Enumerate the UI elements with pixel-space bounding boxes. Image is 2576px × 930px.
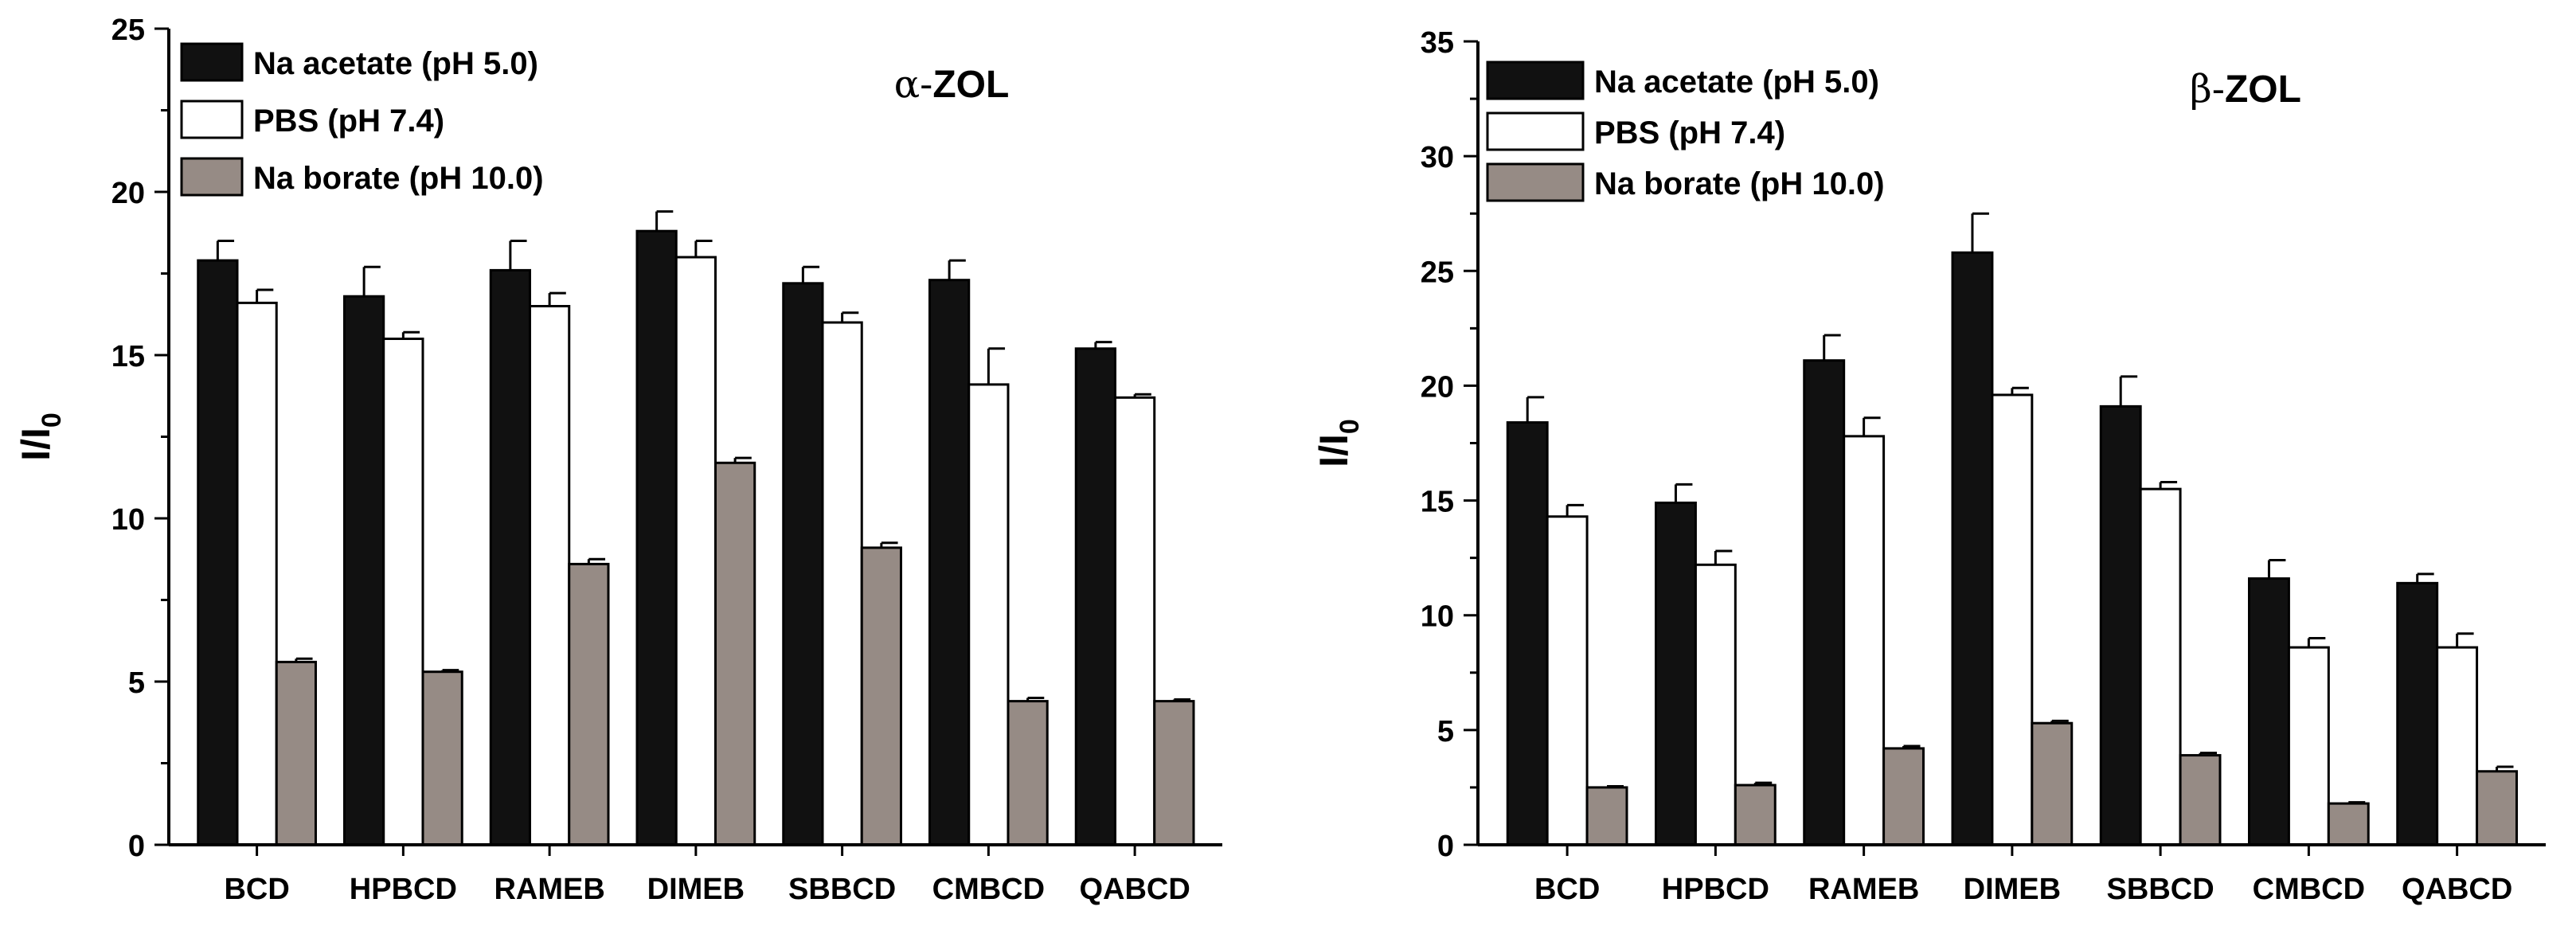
bar-dimeb-series-2 [1991,393,2034,846]
chart-title-main: ZOL [932,64,1009,106]
bar-bcd-series-2 [236,301,278,846]
bar-cmbcd-series-2 [967,383,1010,846]
bar-rameb-series-3 [1882,747,1925,846]
bar-sbbcd-series-2 [2139,487,2182,846]
bar-sbbcd-series-3 [860,546,902,846]
bar-qabcd-series-1 [1074,347,1116,846]
chart-1: BCD HPBCD RAMEB DIMEB SBBCD CMBCD QABCD 0 5 10 15 2… [14,14,1222,906]
y-tick-label-20: 20 [1421,370,1454,404]
bar-dimeb-series-1 [635,229,678,846]
bar-bcd-series-1 [1506,421,1549,846]
bar-dimeb-series-3 [2031,721,2074,846]
y-tick-label-10: 10 [111,503,145,537]
bar-cmbcd-series-2 [2287,646,2330,846]
x-tick-label-hpbcd: HPBCD [350,873,457,906]
bar-bcd-series-1 [197,259,239,846]
bar-cmbcd-series-1 [2248,577,2290,846]
y-tick-label-15: 15 [111,340,145,373]
y-axis-label-main: I/I [14,428,58,461]
bar-rameb-series-1 [489,268,531,846]
x-tick-label-sbbcd: SBBCD [788,873,896,906]
bar-rameb-series-1 [1803,359,1846,846]
bar-hpbcd-series-1 [343,295,385,846]
bar-cmbcd-series-3 [2327,802,2370,846]
bar-dimeb-series-2 [674,256,717,846]
bar-qabcd-series-2 [2436,646,2479,846]
y-tick-label-35: 35 [1421,26,1454,60]
y-tick-label-5: 5 [1437,715,1454,748]
bar-rameb-series-3 [568,562,610,846]
x-tick-label-qabcd: QABCD [2402,873,2512,906]
x-tick-label-cmbcd: CMBCD [2253,873,2365,906]
legend-swatch-2 [180,100,244,139]
legend-swatch-3 [1486,162,1585,202]
y-axis-label: I/I0 [14,412,67,461]
x-tick-label-rameb: RAMEB [494,873,604,906]
bar-cmbcd-series-3 [1007,700,1049,846]
bar-qabcd-series-1 [2396,581,2439,846]
bar-sbbcd-series-1 [2099,404,2142,846]
legend-swatch-2 [1486,111,1585,151]
legend-swatch-1 [180,42,244,82]
y-tick-label-25: 25 [111,14,145,47]
bar-hpbcd-series-2 [1694,563,1737,846]
x-tick-label-bcd: BCD [1534,873,1600,906]
y-axis-label: I/I0 [1311,419,1365,467]
legend-label-1: Na acetate (pH 5.0) [1594,64,1879,100]
legend-label-1: Na acetate (pH 5.0) [253,46,538,81]
y-tick-label-0: 0 [128,830,145,863]
x-tick-label-dimeb: DIMEB [1964,873,2061,906]
chart-2: BCD HPBCD RAMEB DIMEB SBBCD CMBCD QABCD 0 5 10 15 2… [1311,26,2546,906]
x-tick-label-sbbcd: SBBCD [2107,873,2214,906]
bar-rameb-series-2 [528,305,571,846]
y-tick-label-5: 5 [128,666,145,700]
y-axis-label-subscript: 0 [1335,419,1365,434]
x-tick-label-hpbcd: HPBCD [1662,873,1769,906]
bar-qabcd-series-3 [2476,770,2518,846]
legend-label-2: PBS (pH 7.4) [1594,115,1785,150]
bar-hpbcd-series-2 [382,338,424,846]
bar-sbbcd-series-2 [821,321,863,846]
bar-qabcd-series-2 [1113,396,1156,846]
chart-title-greek: α- [894,62,933,107]
legend-swatch-1 [1486,61,1585,100]
bar-hpbcd-series-3 [421,670,463,846]
bar-cmbcd-series-1 [928,279,971,846]
legend-label-2: PBS (pH 7.4) [253,104,444,139]
legend-swatch-3 [180,157,244,197]
bar-bcd-series-3 [1585,786,1628,846]
y-tick-label-10: 10 [1421,600,1454,634]
bar-dimeb-series-3 [713,461,756,846]
x-tick-label-cmbcd: CMBCD [932,873,1045,906]
bar-sbbcd-series-1 [782,282,824,846]
y-axis-label-subscript: 0 [37,412,67,428]
chart-title: β-ZOL [2190,67,2301,111]
bar-hpbcd-series-1 [1655,501,1697,846]
legend-label-3: Na borate (pH 10.0) [253,161,544,196]
x-tick-label-dimeb: DIMEB [647,873,745,906]
bar-hpbcd-series-3 [1734,783,1777,846]
chart-title-greek: β- [2190,67,2225,111]
x-tick-label-qabcd: QABCD [1079,873,1190,906]
y-tick-label-25: 25 [1421,256,1454,289]
legend-label-3: Na borate (pH 10.0) [1594,166,1885,201]
bar-rameb-series-2 [1843,435,1886,846]
bar-qabcd-series-3 [1153,700,1195,846]
chart-title-main: ZOL [2225,68,2301,111]
y-axis-label-main: I/I [1311,434,1356,467]
bar-sbbcd-series-3 [2179,754,2222,846]
bar-bcd-series-3 [275,660,317,846]
bar-bcd-series-2 [1546,515,1589,846]
y-tick-label-20: 20 [111,177,145,210]
y-tick-label-15: 15 [1421,486,1454,519]
x-tick-label-rameb: RAMEB [1808,873,1919,906]
bar-dimeb-series-1 [1951,251,1994,846]
chart-title: α-ZOL [894,62,1010,107]
x-tick-label-bcd: BCD [224,873,289,906]
y-tick-label-0: 0 [1437,830,1454,863]
y-tick-label-30: 30 [1421,141,1454,174]
